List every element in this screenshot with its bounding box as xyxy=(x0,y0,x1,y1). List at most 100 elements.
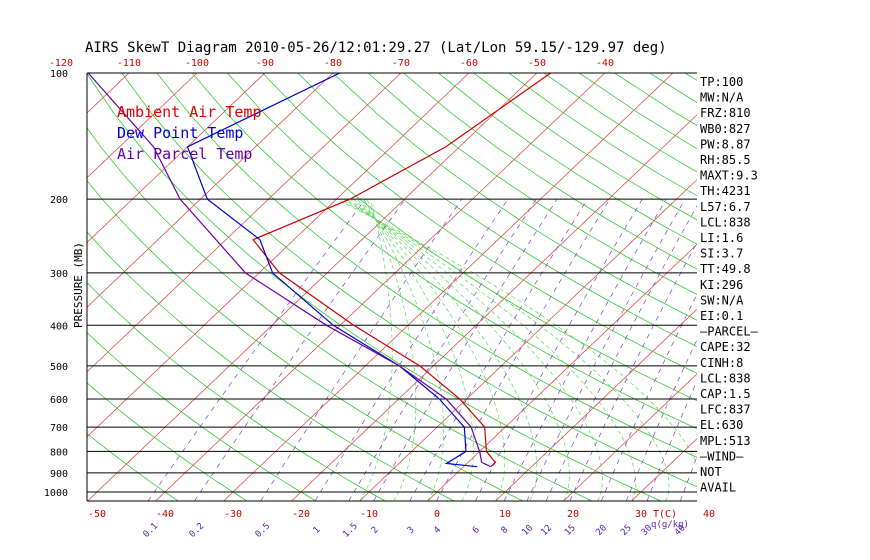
isotherm-line xyxy=(495,308,697,501)
pressure-tick-label: 600 xyxy=(50,395,68,406)
mixing-ratio-line xyxy=(147,198,366,501)
index-entry: —WIND— xyxy=(700,449,744,463)
index-entry: MPL:513 xyxy=(700,434,751,448)
dry-adiabat xyxy=(297,73,697,347)
moist-adiabat-lines xyxy=(336,198,697,501)
index-entry: L57:6.7 xyxy=(700,200,751,214)
pressure-tick-label: 200 xyxy=(50,195,68,206)
index-entry: WB0:827 xyxy=(700,122,751,136)
series-line-ambient-air-temp xyxy=(252,73,551,468)
mixing-ratio-tick-label: 12 xyxy=(539,523,554,538)
mixing-ratio-tick-label: 1 xyxy=(312,525,323,536)
mixing-ratio-tick-label: 3 xyxy=(406,525,417,536)
dry-adiabat xyxy=(87,432,179,501)
mixing-ratio-tick-label: 6 xyxy=(471,525,482,536)
isotherm-line xyxy=(155,73,606,501)
bottom-temp-tick-label: 30 xyxy=(635,509,647,520)
bottom-temp-unit: T(C) xyxy=(653,509,677,520)
index-entry: LCL:838 xyxy=(700,371,751,385)
mixing-ratio-line xyxy=(348,198,537,501)
dry-adiabat xyxy=(403,73,697,270)
dry-adiabat xyxy=(438,73,697,245)
isotherm-line xyxy=(563,373,697,501)
index-entry: —PARCEL— xyxy=(700,325,759,339)
top-temp-tick-label: -40 xyxy=(596,58,614,69)
isotherm-line xyxy=(87,73,130,114)
index-entry: MW:N/A xyxy=(700,91,744,105)
mixing-ratio-line xyxy=(260,198,463,501)
mixing-ratio-tick-label: 4 xyxy=(432,525,443,536)
mixing-ratio-line xyxy=(373,198,558,501)
legend: Ambient Air Temp Dew Point Temp Air Parcel… xyxy=(117,103,262,163)
mixing-ratio-line xyxy=(601,293,697,501)
bottom-temp-tick-label: -40 xyxy=(156,509,174,520)
index-entry: SW:N/A xyxy=(700,293,744,307)
bottom-temp-tick-label: -30 xyxy=(224,509,242,520)
bottom-temp-tick-label: 40 xyxy=(703,509,715,520)
index-entry: CAP:1.5 xyxy=(700,387,751,401)
dry-adiabat xyxy=(87,73,661,501)
isobar-lines xyxy=(87,198,697,493)
index-entry: KI:296 xyxy=(700,278,743,292)
dry-adiabat xyxy=(227,73,697,402)
index-entry: CAPE:32 xyxy=(700,340,751,354)
moist-adiabat xyxy=(363,198,444,501)
mixing-ratio-line xyxy=(314,198,509,501)
dry-adiabat-lines xyxy=(87,73,697,501)
mixing-ratio-tick-label: 10 xyxy=(520,523,535,538)
legend-entry: Dew Point Temp xyxy=(117,124,243,142)
top-temp-tick-label: -50 xyxy=(528,58,546,69)
moist-adiabat xyxy=(343,198,636,501)
bottom-temp-tick-label: -10 xyxy=(360,509,378,520)
top-temp-tick-label: -80 xyxy=(324,58,342,69)
isotherm-line xyxy=(631,438,697,501)
mixing-ratio-tick-label: 0.2 xyxy=(188,521,207,540)
mixing-ratio-line xyxy=(545,205,697,501)
bottom-temp-tick-label: 0 xyxy=(434,509,440,520)
index-entry: PW:8.87 xyxy=(700,137,751,151)
moist-adiabat xyxy=(336,198,697,466)
pressure-tick-label: 900 xyxy=(50,469,68,480)
isotherm-line xyxy=(0,73,61,501)
top-temp-tick-label: -120 xyxy=(49,58,73,69)
top-temp-tick-label: -100 xyxy=(185,58,209,69)
index-entry: SI:3.7 xyxy=(700,247,743,261)
mixing-ratio-tick-label: 1.5 xyxy=(341,521,360,540)
mixing-ratio-unit: q(g/kg) xyxy=(651,520,689,530)
top-temp-tick-label: -90 xyxy=(256,58,274,69)
index-entry: LFC:837 xyxy=(700,403,751,417)
isotherm-line xyxy=(359,179,697,501)
isotherm-line xyxy=(223,73,674,501)
legend-entry: Air Parcel Temp xyxy=(117,145,252,163)
index-entry: NOT xyxy=(700,465,722,479)
mixing-ratio-line xyxy=(409,198,588,501)
mixing-ratio-lines xyxy=(147,198,697,501)
index-entry: CINH:8 xyxy=(700,356,743,370)
legend-entry: Ambient Air Temp xyxy=(117,103,262,121)
mixing-ratio-tick-label: 2 xyxy=(370,525,381,536)
bottom-temp-tick-label: 20 xyxy=(567,509,579,520)
moist-adiabat xyxy=(346,198,603,501)
dry-adiabat xyxy=(87,332,317,501)
pressure-tick-label: 400 xyxy=(50,321,68,332)
index-entry: EL:630 xyxy=(700,418,743,432)
pressure-tick-label: 500 xyxy=(50,362,68,373)
mixing-ratio-tick-label: 0.1 xyxy=(142,521,161,540)
dry-adiabat xyxy=(332,73,697,321)
index-entry: TP:100 xyxy=(700,75,743,89)
index-entry: RH:85.5 xyxy=(700,153,751,167)
pressure-tick-label: 300 xyxy=(50,269,68,280)
pressure-tick-label: 1000 xyxy=(44,488,68,499)
dry-adiabat xyxy=(87,382,248,501)
top-temp-tick-label: -60 xyxy=(460,58,478,69)
dry-adiabat xyxy=(87,127,592,501)
mixing-ratio-tick-label: 15 xyxy=(563,523,578,538)
mixing-ratio-line xyxy=(436,198,611,501)
pressure-tick-label: 100 xyxy=(50,69,68,80)
series-line-dew-point-temp xyxy=(186,73,478,468)
isotherm-line xyxy=(87,73,402,373)
isotherm-lines xyxy=(0,73,697,501)
mixing-ratio-tick-label: 25 xyxy=(619,523,634,538)
